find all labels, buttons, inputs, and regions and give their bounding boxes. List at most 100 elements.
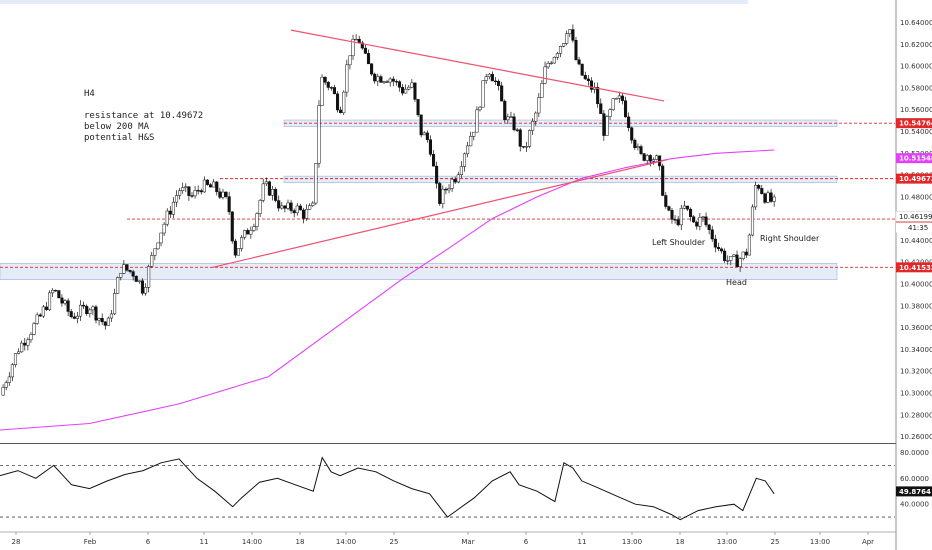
candle-body	[472, 131, 476, 137]
candle-body	[224, 191, 228, 197]
candle-body	[66, 300, 70, 312]
candle-body	[382, 81, 386, 83]
level-tag-10.41532: 10.41532	[899, 264, 932, 272]
candle-body	[710, 229, 714, 240]
candle-body	[277, 200, 281, 209]
ma-value-tag: 10.51548	[899, 155, 932, 163]
candle-body	[397, 81, 402, 88]
rsi-tick-60.0000: 60.0000	[900, 475, 929, 483]
candle-body	[335, 93, 340, 111]
candle-body	[17, 351, 21, 354]
candle-body	[422, 132, 426, 136]
time-tick-Mar: Mar	[461, 538, 474, 546]
candle-body	[605, 116, 609, 136]
candle-body	[1, 387, 5, 396]
candle-body	[249, 230, 253, 235]
candle-body	[627, 116, 631, 128]
candle-body	[147, 266, 151, 288]
candle-body	[106, 317, 110, 326]
candle-body	[298, 205, 302, 211]
price-axis[interactable]: 10.64000 10.62000 10.60000 10.58000 10.56000…	[895, 19, 932, 441]
candle-body	[670, 210, 674, 220]
price-tick-10.54000: 10.54000	[900, 128, 932, 136]
candle-body	[750, 206, 755, 236]
candle-body	[506, 116, 510, 121]
candle-body	[193, 190, 197, 197]
candle-body	[91, 306, 95, 311]
candle-body	[490, 73, 494, 82]
time-tick-13:00: 13:00	[717, 538, 737, 546]
candle-body	[744, 251, 748, 256]
candle-body	[620, 95, 624, 101]
price-tick-10.60000: 10.60000	[900, 63, 932, 71]
price-tick-10.44000: 10.44000	[900, 237, 932, 245]
price-tick-10.40000: 10.40000	[900, 281, 932, 289]
time-tick-13:00: 13:00	[810, 538, 830, 546]
candle-body	[732, 254, 736, 257]
time-tick-25: 25	[771, 538, 780, 546]
candle-body	[682, 205, 686, 209]
candle-body	[589, 80, 594, 90]
candle-body	[413, 82, 417, 100]
candle-body	[261, 183, 265, 201]
price-tick-10.30000: 10.30000	[900, 389, 932, 397]
head-label: Head	[726, 278, 747, 287]
candle-body	[354, 38, 358, 41]
candle-body	[450, 178, 454, 189]
candle-body	[280, 205, 284, 209]
candle-body	[484, 76, 488, 81]
candle-body	[143, 287, 148, 294]
candle-body	[574, 40, 578, 61]
candle-body	[568, 29, 572, 35]
candle-body	[44, 306, 49, 310]
candle-body	[82, 304, 86, 307]
candle-body	[456, 174, 460, 183]
candle-body	[475, 109, 479, 133]
candle-body	[586, 78, 590, 82]
candle-body	[481, 80, 485, 108]
candle-body	[370, 63, 374, 75]
candle-body	[695, 221, 699, 227]
candle-body	[534, 112, 538, 122]
candle-body	[698, 216, 702, 227]
candle-body	[239, 237, 244, 249]
time-tick-14:00: 14:00	[336, 538, 356, 546]
candle-body	[97, 318, 101, 321]
candle-body	[549, 62, 553, 65]
candle-body	[444, 188, 448, 191]
candle-body	[645, 155, 649, 161]
candle-body	[221, 191, 225, 198]
candle-body	[131, 271, 135, 277]
candle-body	[88, 309, 92, 314]
candle-body	[726, 260, 730, 262]
candle-body	[478, 106, 482, 111]
candle-body	[676, 219, 680, 226]
ma-value-tag-bg	[896, 153, 932, 164]
candle-body	[190, 195, 194, 197]
time-axis[interactable]: 28 Feb 6 11 14:00 18 14:00 25 Mar 6 11 13:00 18 13:00…	[12, 532, 875, 546]
price-tick-10.28000: 10.28000	[900, 411, 932, 419]
candle-body	[339, 109, 343, 114]
candle-body	[165, 210, 169, 225]
candle-body	[512, 116, 516, 131]
rsi-tick-40.0000: 40.0000	[900, 501, 929, 509]
candle-body	[524, 146, 528, 148]
candle-body	[187, 186, 191, 196]
candle-body	[218, 191, 222, 198]
candle-body	[685, 205, 690, 210]
candle-body	[617, 95, 621, 99]
candle-body	[760, 188, 764, 195]
candle-body	[772, 196, 776, 202]
candle-body	[623, 100, 628, 118]
timeframe-label: H4	[84, 89, 95, 99]
time-tick-14:00: 14:00	[242, 538, 262, 546]
candle-body	[140, 280, 144, 294]
candle-body	[258, 200, 262, 214]
candle-body	[435, 165, 439, 184]
time-tick-25: 25	[390, 538, 399, 546]
candle-body	[540, 83, 544, 98]
rsi-value-bg	[896, 486, 932, 497]
horizontal-levels	[0, 122, 895, 268]
candle-body	[181, 187, 185, 191]
